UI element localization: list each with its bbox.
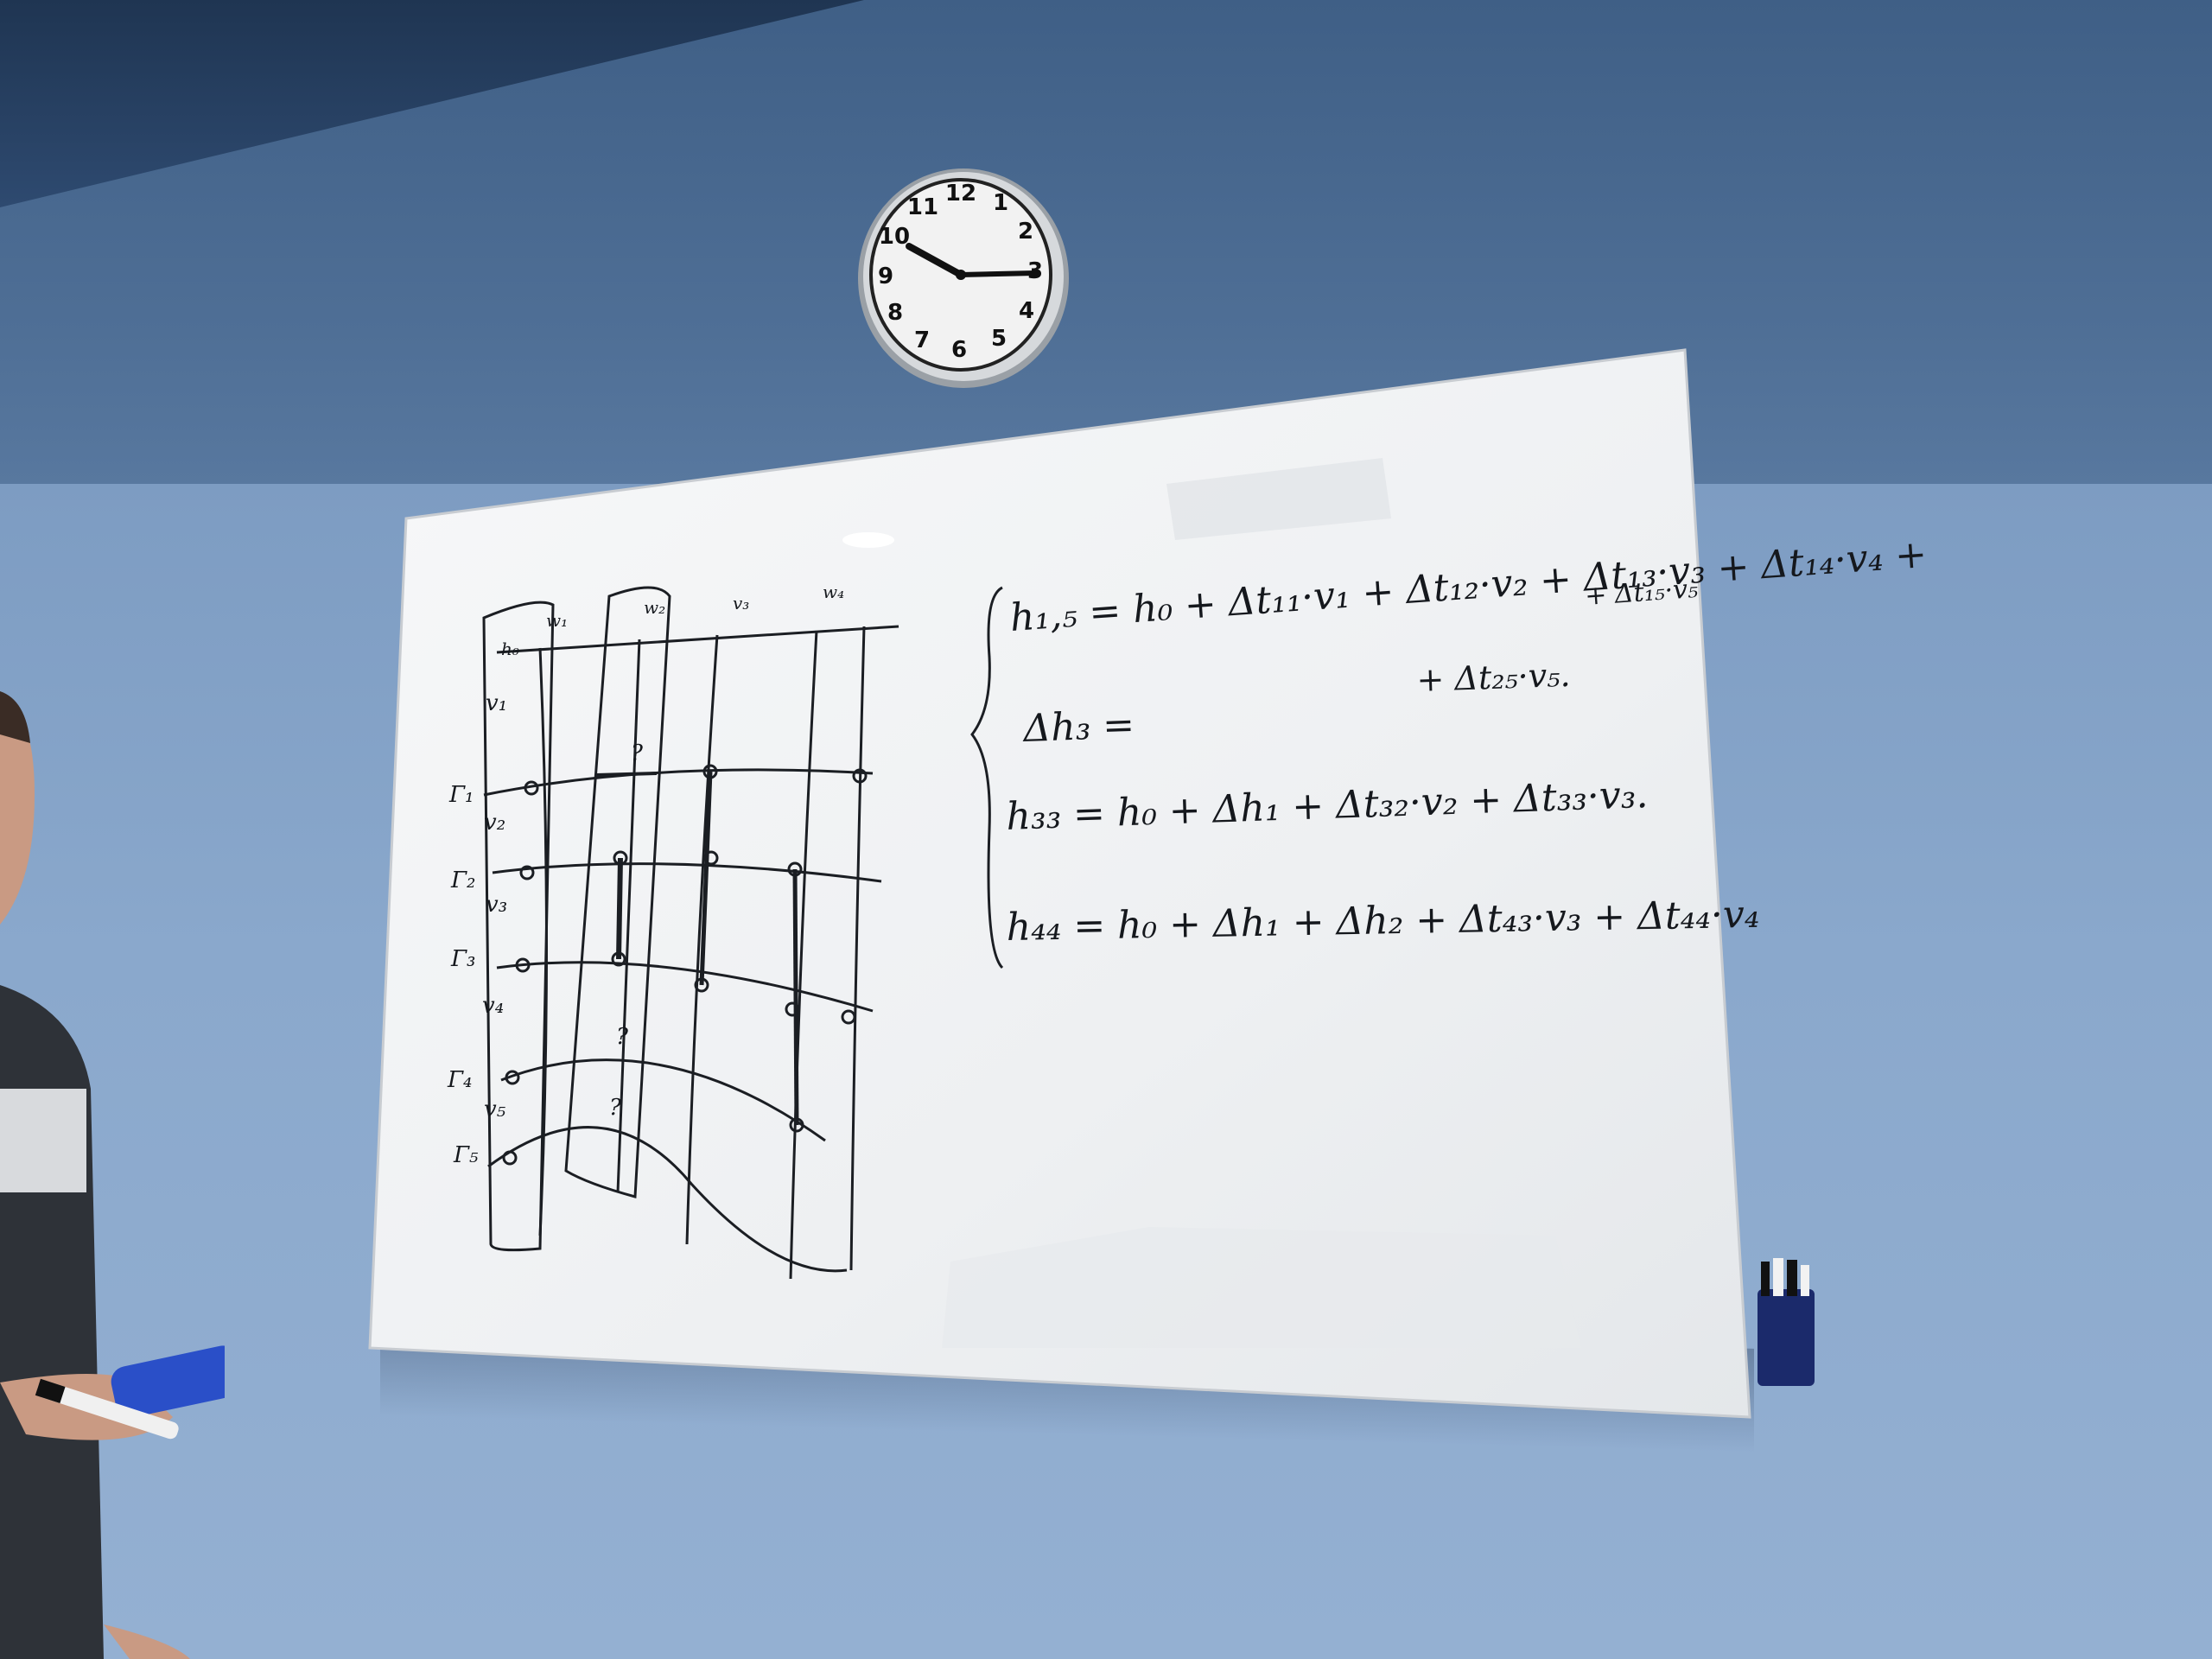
- diagram-label-v-3: v₃: [486, 892, 507, 918]
- equation-brace: [970, 586, 1004, 969]
- diagram-well-5: [849, 626, 866, 1271]
- diagram-question-2: ?: [616, 1024, 629, 1050]
- diagram-layer-1: [483, 768, 874, 797]
- person-shirt: [0, 985, 104, 1659]
- clock-hour-hand: [906, 243, 964, 278]
- diagram-top-label-2: w₁: [546, 610, 568, 631]
- clock-numeral-9: 9: [878, 264, 893, 289]
- diagram-bracket-right: [564, 586, 671, 1198]
- diagram-surface-line: [496, 625, 899, 654]
- clock-numeral-5: 5: [991, 326, 1007, 352]
- diagram-label-v-1: v₁: [486, 690, 507, 716]
- diagram-well-1: [538, 647, 548, 1236]
- diagram-layer-3: [496, 961, 874, 1013]
- person-shirt-stripe: [0, 1089, 86, 1192]
- diagram-label-v-4: v₄: [482, 993, 504, 1019]
- diagram-node: [505, 1070, 520, 1085]
- light-reflection: [842, 532, 894, 548]
- diagram-layer-2: [492, 862, 882, 883]
- diagram-question-1: ?: [631, 741, 644, 766]
- diagram-top-label-1: h₀: [501, 639, 519, 659]
- clock-numeral-2: 2: [1018, 219, 1033, 245]
- diagram-label-v-2: v₂: [484, 810, 505, 836]
- wall-clock: 12 1 2 3 4 5 6 7 8 9 10 11: [858, 168, 1069, 388]
- diagram-node: [515, 957, 531, 973]
- person-face: [0, 700, 35, 925]
- clock-minute-hand: [958, 270, 1038, 277]
- diagram-question-3: ?: [609, 1095, 622, 1121]
- diagram-label-gamma-4: Γ₄: [447, 1067, 472, 1093]
- diagram-top-label-3: w₂: [644, 597, 665, 618]
- whiteboard-surface: [368, 348, 1751, 1419]
- clock-numeral-11: 11: [907, 194, 938, 220]
- clock-numeral-12: 12: [945, 181, 976, 207]
- diagram-well-4: [789, 630, 818, 1280]
- diagram-layer-4: [500, 1058, 826, 1142]
- diagram-node: [785, 1001, 800, 1017]
- diagram-well-3: [685, 634, 719, 1245]
- diagram-layer-5: [487, 1126, 848, 1273]
- equation-2-left: Δh₃ =: [1021, 703, 1135, 752]
- diagram-node: [852, 768, 868, 784]
- clock-numeral-1: 1: [993, 190, 1008, 216]
- diagram-node: [841, 1009, 856, 1025]
- marker-holder: [1758, 1258, 1815, 1386]
- diagram-well-2: [616, 639, 641, 1193]
- diagram-label-gamma-2: Γ₂: [450, 868, 475, 893]
- diagram-node: [519, 865, 535, 880]
- diagram-label-gamma-5: Γ₅: [453, 1142, 479, 1168]
- clock-numeral-6: 6: [951, 337, 967, 363]
- diagram-bracket-left: [482, 601, 555, 1252]
- whiteboard-eraser: [111, 1345, 225, 1418]
- person: [0, 691, 225, 1659]
- diagram: [482, 586, 899, 1280]
- diagram-label-gamma-3: Γ₃: [450, 946, 475, 972]
- reflection-table: [942, 1227, 1581, 1348]
- diagram-top-label-5: w₄: [823, 582, 844, 602]
- clock-numeral-4: 4: [1019, 298, 1034, 324]
- clock-numeral-7: 7: [914, 327, 930, 353]
- diagram-top-label-4: v₃: [733, 593, 749, 613]
- diagram-label-v-5: v₅: [484, 1096, 506, 1122]
- clock-numeral-8: 8: [887, 300, 903, 326]
- reflection-vent: [1166, 458, 1391, 540]
- diagram-label-gamma-1: Γ₁: [448, 782, 474, 808]
- clock-numeral-10: 10: [879, 224, 910, 250]
- marker-pen: [36, 1380, 179, 1440]
- equation-2-right: + Δt₂₅·v₅.: [1416, 656, 1571, 699]
- diagram-node: [502, 1150, 518, 1166]
- diagram-node: [524, 780, 539, 796]
